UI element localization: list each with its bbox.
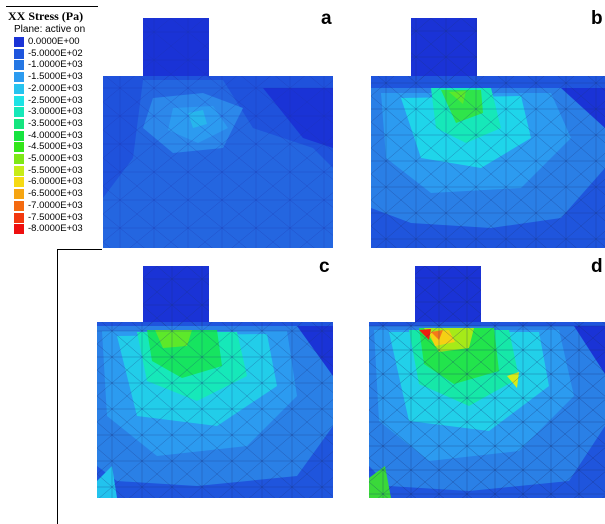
legend-swatch [14,165,24,176]
legend-label: -6.0000E+03 [28,176,83,188]
legend-label: -2.0000E+03 [28,82,83,94]
panel-label-d: d [591,256,603,277]
legend-swatch [14,83,24,94]
panel-c: c [97,256,333,498]
legend-label: 0.0000E+00 [28,36,80,47]
legend-label: -5.0000E+03 [28,153,83,164]
mesh-plot-b [371,18,605,248]
panel-label-c: c [319,256,330,277]
mesh-plot-a [103,18,333,248]
figure-left-rule [57,250,58,524]
legend-swatch [14,130,24,141]
legend-label: -1.5000E+03 [28,71,83,83]
stress-legend: XX Stress (Pa) Plane: active on 0.0000E+… [0,0,102,256]
legend-swatch [14,142,24,153]
panel-label-b: b [591,8,603,29]
legend-swatch [14,60,24,71]
legend-swatch [14,200,24,211]
legend-swatch [14,107,24,118]
legend-swatch [14,212,24,223]
legend-label: -7.5000E+03 [28,211,83,223]
legend-label: -3.0000E+03 [28,106,83,118]
legend-subtitle: Plane: active on [14,24,86,35]
legend-label: -4.0000E+03 [28,129,83,141]
legend-label: -7.0000E+03 [28,199,83,211]
legend-swatch [14,72,24,83]
legend-swatch [14,154,24,164]
legend-swatch [14,118,24,129]
legend-label: -1.0000E+03 [28,59,83,71]
legend-label: -4.5000E+03 [28,141,83,153]
legend-label: -6.5000E+03 [28,188,83,200]
legend-top-rule [6,6,98,7]
mesh-plot-d [369,266,605,498]
mesh-plot-c [97,266,333,498]
legend-label: -5.0000E+02 [28,47,83,59]
panel-label-a: a [321,8,332,29]
legend-label: -5.5000E+03 [28,164,83,176]
legend-label: -2.5000E+03 [28,94,83,106]
legend-swatch [14,177,24,188]
panel-a: a [103,8,333,248]
legend-bottom-rule [57,249,102,250]
panel-b: b [371,8,605,248]
legend-swatch [14,37,24,47]
panel-d: d [369,256,605,498]
legend-label: -8.0000E+03 [28,223,83,235]
legend-swatch [14,224,24,235]
legend-swatch [14,48,24,59]
legend-label: -3.5000E+03 [28,117,83,129]
legend-swatch [14,189,24,200]
legend-title: XX Stress (Pa) [8,9,84,23]
legend-swatch [14,95,24,106]
